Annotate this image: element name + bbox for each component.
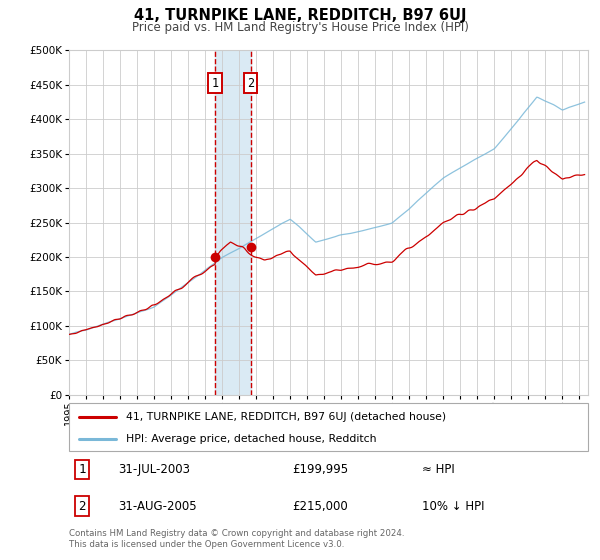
Text: 41, TURNPIKE LANE, REDDITCH, B97 6UJ (detached house): 41, TURNPIKE LANE, REDDITCH, B97 6UJ (de… xyxy=(126,412,446,422)
Text: Price paid vs. HM Land Registry's House Price Index (HPI): Price paid vs. HM Land Registry's House … xyxy=(131,21,469,34)
Text: 31-AUG-2005: 31-AUG-2005 xyxy=(118,500,197,512)
Text: 2: 2 xyxy=(247,77,254,90)
Text: £199,995: £199,995 xyxy=(292,463,348,476)
Text: 1: 1 xyxy=(78,463,86,476)
Text: 10% ↓ HPI: 10% ↓ HPI xyxy=(422,500,484,512)
Text: 1: 1 xyxy=(211,77,218,90)
FancyBboxPatch shape xyxy=(69,403,588,451)
Text: 2: 2 xyxy=(78,500,86,512)
Text: 31-JUL-2003: 31-JUL-2003 xyxy=(118,463,190,476)
Text: Contains HM Land Registry data © Crown copyright and database right 2024.
This d: Contains HM Land Registry data © Crown c… xyxy=(69,529,404,549)
Text: HPI: Average price, detached house, Redditch: HPI: Average price, detached house, Redd… xyxy=(126,434,377,444)
Text: ≈ HPI: ≈ HPI xyxy=(422,463,455,476)
Bar xyxy=(215,50,251,395)
Text: 41, TURNPIKE LANE, REDDITCH, B97 6UJ: 41, TURNPIKE LANE, REDDITCH, B97 6UJ xyxy=(134,8,466,24)
Text: £215,000: £215,000 xyxy=(292,500,348,512)
